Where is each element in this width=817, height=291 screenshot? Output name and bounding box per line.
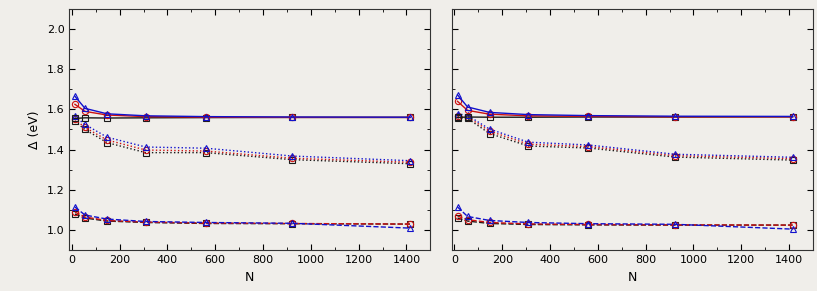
X-axis label: N: N xyxy=(627,271,637,284)
X-axis label: N: N xyxy=(245,271,255,284)
Y-axis label: Δ (eV): Δ (eV) xyxy=(29,110,42,149)
